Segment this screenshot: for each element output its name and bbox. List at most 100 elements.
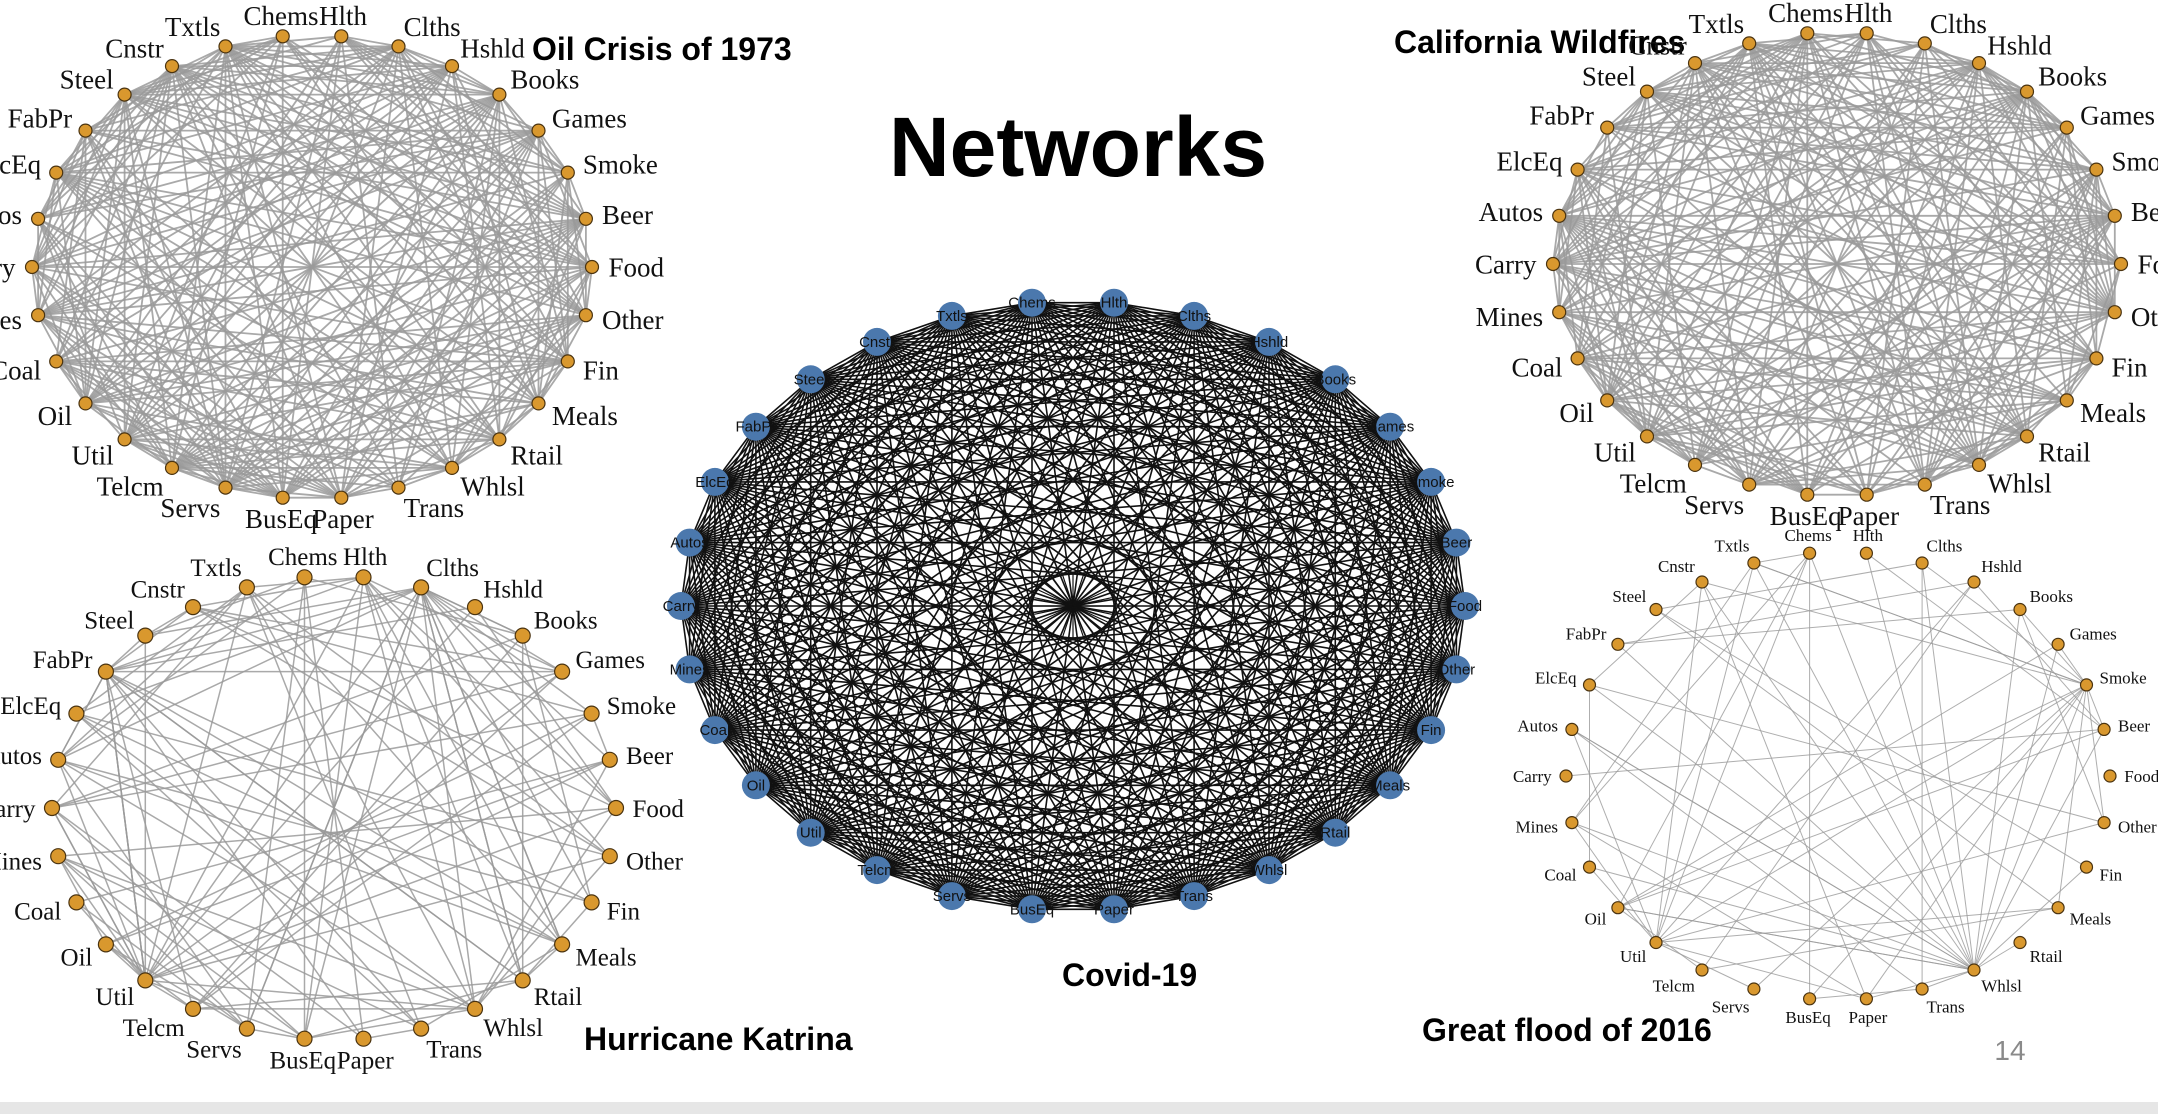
edge bbox=[84, 130, 227, 488]
node-hshld bbox=[444, 58, 460, 74]
node-label: Fin bbox=[2112, 352, 2149, 382]
node-smoke bbox=[2079, 678, 2094, 692]
node-servs bbox=[238, 1020, 255, 1037]
edge bbox=[85, 360, 568, 405]
edge bbox=[56, 360, 539, 405]
node-carry bbox=[1545, 256, 1561, 272]
edge bbox=[689, 541, 1115, 910]
node-steel bbox=[1649, 602, 1663, 617]
node-buseq bbox=[275, 490, 290, 505]
node-label: Servs bbox=[160, 493, 220, 523]
node-books bbox=[514, 627, 531, 644]
node-label: FabPr bbox=[1529, 101, 1594, 131]
node-label: Smoke bbox=[2100, 668, 2147, 687]
edge bbox=[755, 668, 1457, 787]
node-coal bbox=[49, 354, 64, 369]
edge bbox=[224, 46, 284, 498]
edge bbox=[1113, 302, 1270, 871]
edge bbox=[810, 378, 1195, 897]
network-graph-great-flood-2016: Food Beer Smoke Games Books Hshld Clths Hlth Che… bbox=[1513, 526, 2158, 1027]
node-telcm bbox=[1687, 457, 1703, 472]
edge bbox=[1571, 822, 1657, 943]
edge bbox=[1589, 866, 1975, 971]
node-label: Books bbox=[510, 64, 579, 94]
edge bbox=[1552, 263, 2097, 360]
node-oil bbox=[78, 396, 93, 411]
node-label: Hlth bbox=[319, 1, 368, 31]
edge bbox=[57, 759, 563, 946]
node-label: Cnstr bbox=[1658, 557, 1695, 576]
edge bbox=[31, 266, 568, 363]
edge bbox=[1031, 302, 1270, 871]
node-label: Chems bbox=[1784, 526, 1831, 545]
node-label: Other bbox=[626, 848, 684, 875]
edge bbox=[1334, 542, 1458, 834]
edge bbox=[1865, 33, 1926, 485]
node-label: Games bbox=[576, 647, 645, 674]
node-books bbox=[2013, 602, 2027, 617]
edge bbox=[55, 360, 342, 499]
edge bbox=[680, 605, 1033, 910]
node-txtls bbox=[937, 301, 966, 330]
edge bbox=[1694, 32, 1868, 466]
edge bbox=[1655, 562, 1755, 943]
edge bbox=[537, 360, 569, 404]
node-label: ElcEq bbox=[0, 150, 42, 180]
edge bbox=[714, 481, 953, 897]
edge bbox=[105, 671, 422, 1030]
edge bbox=[281, 35, 540, 404]
edge bbox=[1113, 729, 1432, 910]
edge bbox=[55, 172, 342, 499]
node-other bbox=[601, 848, 618, 865]
edge bbox=[224, 94, 501, 489]
edge bbox=[123, 65, 173, 440]
edge bbox=[1655, 562, 1923, 610]
node-label: Fin bbox=[583, 355, 620, 385]
node-clths bbox=[391, 39, 406, 54]
edge bbox=[810, 831, 1195, 897]
edge bbox=[1646, 42, 1926, 437]
node-chems bbox=[296, 569, 313, 586]
edge bbox=[876, 341, 1457, 544]
node-clths bbox=[1917, 36, 1932, 51]
node-carry bbox=[667, 592, 695, 620]
edge bbox=[1558, 311, 1808, 496]
edge bbox=[498, 218, 587, 440]
node-label: ElcEq bbox=[1497, 147, 1563, 177]
edge bbox=[755, 426, 878, 871]
node-coal bbox=[68, 894, 85, 911]
edge bbox=[951, 668, 1457, 897]
node-label: ElcEq bbox=[695, 474, 734, 491]
edge bbox=[171, 360, 569, 469]
node-label: BusEq bbox=[1785, 1008, 1831, 1027]
edge bbox=[2095, 169, 2116, 217]
edge bbox=[1193, 729, 1432, 897]
node-clths bbox=[1180, 301, 1209, 330]
edge bbox=[420, 586, 611, 761]
edge bbox=[951, 315, 1457, 671]
edge bbox=[1748, 91, 2028, 486]
edge bbox=[57, 759, 476, 1010]
edge bbox=[1701, 581, 2087, 686]
node-label: ElcEq bbox=[1535, 668, 1577, 687]
node-other bbox=[578, 308, 594, 323]
edge bbox=[537, 130, 569, 174]
node-label: Food bbox=[609, 252, 665, 282]
edge bbox=[398, 467, 453, 489]
edge bbox=[145, 979, 476, 1010]
node-fabpr bbox=[741, 412, 770, 441]
edge bbox=[809, 341, 878, 833]
edge bbox=[1558, 32, 1808, 313]
node-label: Hlth bbox=[1101, 295, 1128, 312]
edge bbox=[755, 426, 1270, 871]
edge bbox=[57, 576, 305, 761]
edge bbox=[1607, 126, 2097, 171]
edge bbox=[1973, 609, 2021, 971]
edge bbox=[1978, 435, 2028, 466]
node-label: FabPr bbox=[8, 104, 73, 134]
node-label: Rtail bbox=[1320, 825, 1350, 842]
edge bbox=[810, 378, 1432, 731]
edge bbox=[876, 729, 1432, 871]
edge bbox=[1921, 562, 2087, 686]
node-label: Chems bbox=[1008, 295, 1056, 312]
